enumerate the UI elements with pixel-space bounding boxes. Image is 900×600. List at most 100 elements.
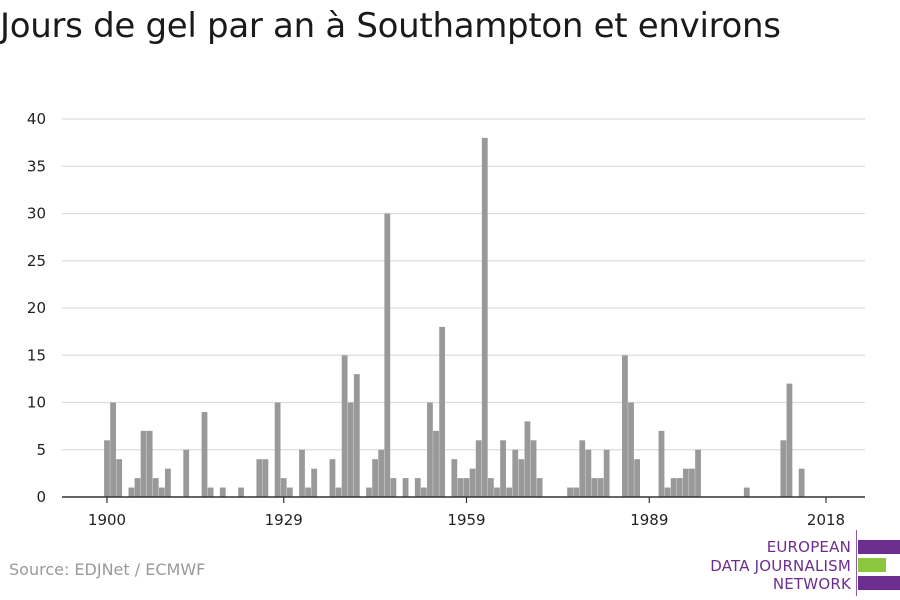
bar xyxy=(347,402,354,497)
bar xyxy=(695,449,701,497)
bar xyxy=(603,449,610,497)
bar xyxy=(451,459,458,497)
bar xyxy=(664,487,671,497)
bar xyxy=(597,478,604,497)
bar xyxy=(335,487,342,497)
y-tick-label: 10 xyxy=(27,394,46,412)
y-tick-label: 20 xyxy=(27,299,46,317)
x-tick-label: 1929 xyxy=(265,511,303,529)
bar xyxy=(427,402,433,497)
logo-line-2: DATA JOURNALISM xyxy=(710,557,851,575)
bar xyxy=(238,487,244,497)
bar xyxy=(414,478,421,497)
y-tick-label: 5 xyxy=(36,441,46,459)
bar xyxy=(183,449,190,497)
y-tick-label: 35 xyxy=(27,157,46,175)
bar xyxy=(134,478,141,497)
bar xyxy=(622,355,628,497)
bar xyxy=(140,430,147,497)
bar xyxy=(256,459,263,497)
bar xyxy=(390,478,397,497)
bar xyxy=(536,478,543,497)
bar xyxy=(658,430,665,497)
bar xyxy=(682,468,689,497)
bar xyxy=(305,487,311,497)
bar xyxy=(512,449,519,497)
bar xyxy=(280,478,287,497)
bar xyxy=(433,430,439,497)
bar xyxy=(372,459,378,497)
bar xyxy=(573,487,580,497)
bar xyxy=(439,326,446,497)
logo-divider xyxy=(856,530,857,596)
source-note: Source: EDJNet / ECMWF xyxy=(9,560,206,579)
bar xyxy=(530,440,537,497)
bar xyxy=(353,374,360,497)
bar xyxy=(475,440,482,497)
bar xyxy=(670,478,677,497)
bar xyxy=(676,478,683,497)
bar xyxy=(152,478,159,497)
bar xyxy=(786,383,793,497)
bar xyxy=(299,449,305,497)
x-tick-label: 2018 xyxy=(807,511,845,529)
logo-bar-purple-top xyxy=(858,540,900,554)
bar xyxy=(384,213,391,497)
bar xyxy=(567,487,573,497)
bar xyxy=(219,487,226,497)
bars xyxy=(104,137,805,497)
gridlines xyxy=(62,118,865,451)
bar xyxy=(585,449,592,497)
bar xyxy=(146,430,153,497)
y-axis: 0 5 10 15 20 25 30 35 40 xyxy=(27,110,46,506)
edjnet-logo: EUROPEAN DATA JOURNALISM NETWORK xyxy=(700,530,900,596)
x-tick-label: 1900 xyxy=(88,511,126,529)
bar xyxy=(591,478,598,497)
x-tick-label: 1959 xyxy=(447,511,485,529)
bar xyxy=(634,459,641,497)
bar xyxy=(378,449,385,497)
bar xyxy=(104,440,110,497)
bar xyxy=(524,421,531,497)
bar xyxy=(274,402,281,497)
bar xyxy=(420,487,427,497)
logo-line-3: NETWORK xyxy=(772,575,851,593)
y-tick-label: 15 xyxy=(27,346,46,364)
bar xyxy=(311,468,318,497)
bar xyxy=(463,478,470,497)
bar xyxy=(116,459,123,497)
logo-bar-green xyxy=(858,558,886,572)
bar xyxy=(110,402,116,497)
x-axis: 1900 1929 1959 1989 2018 xyxy=(62,496,865,529)
bar xyxy=(506,487,513,497)
bar xyxy=(262,459,269,497)
bar xyxy=(128,487,135,497)
y-tick-label: 40 xyxy=(27,110,46,128)
bar xyxy=(329,459,336,497)
logo-line-1: EUROPEAN xyxy=(766,538,851,556)
bar xyxy=(457,478,464,497)
bar xyxy=(158,487,165,497)
bar xyxy=(201,411,208,497)
bar xyxy=(518,459,525,497)
bar xyxy=(341,355,348,497)
bar xyxy=(500,440,506,497)
bar xyxy=(494,487,500,497)
y-tick-label: 25 xyxy=(27,252,46,270)
y-tick-label: 30 xyxy=(27,205,46,223)
bar xyxy=(207,487,214,497)
x-tick-label: 1989 xyxy=(630,511,668,529)
bar xyxy=(780,440,787,497)
chart-title: Jours de gel par an à Southampton et env… xyxy=(0,6,781,46)
bar xyxy=(487,478,494,497)
bar xyxy=(689,468,695,497)
bar xyxy=(743,487,750,497)
bar xyxy=(628,402,634,497)
bar xyxy=(165,468,171,497)
bar xyxy=(798,468,805,497)
bar xyxy=(481,137,488,497)
bar xyxy=(366,487,372,497)
y-tick-label: 0 xyxy=(36,488,46,506)
bar xyxy=(469,468,476,497)
